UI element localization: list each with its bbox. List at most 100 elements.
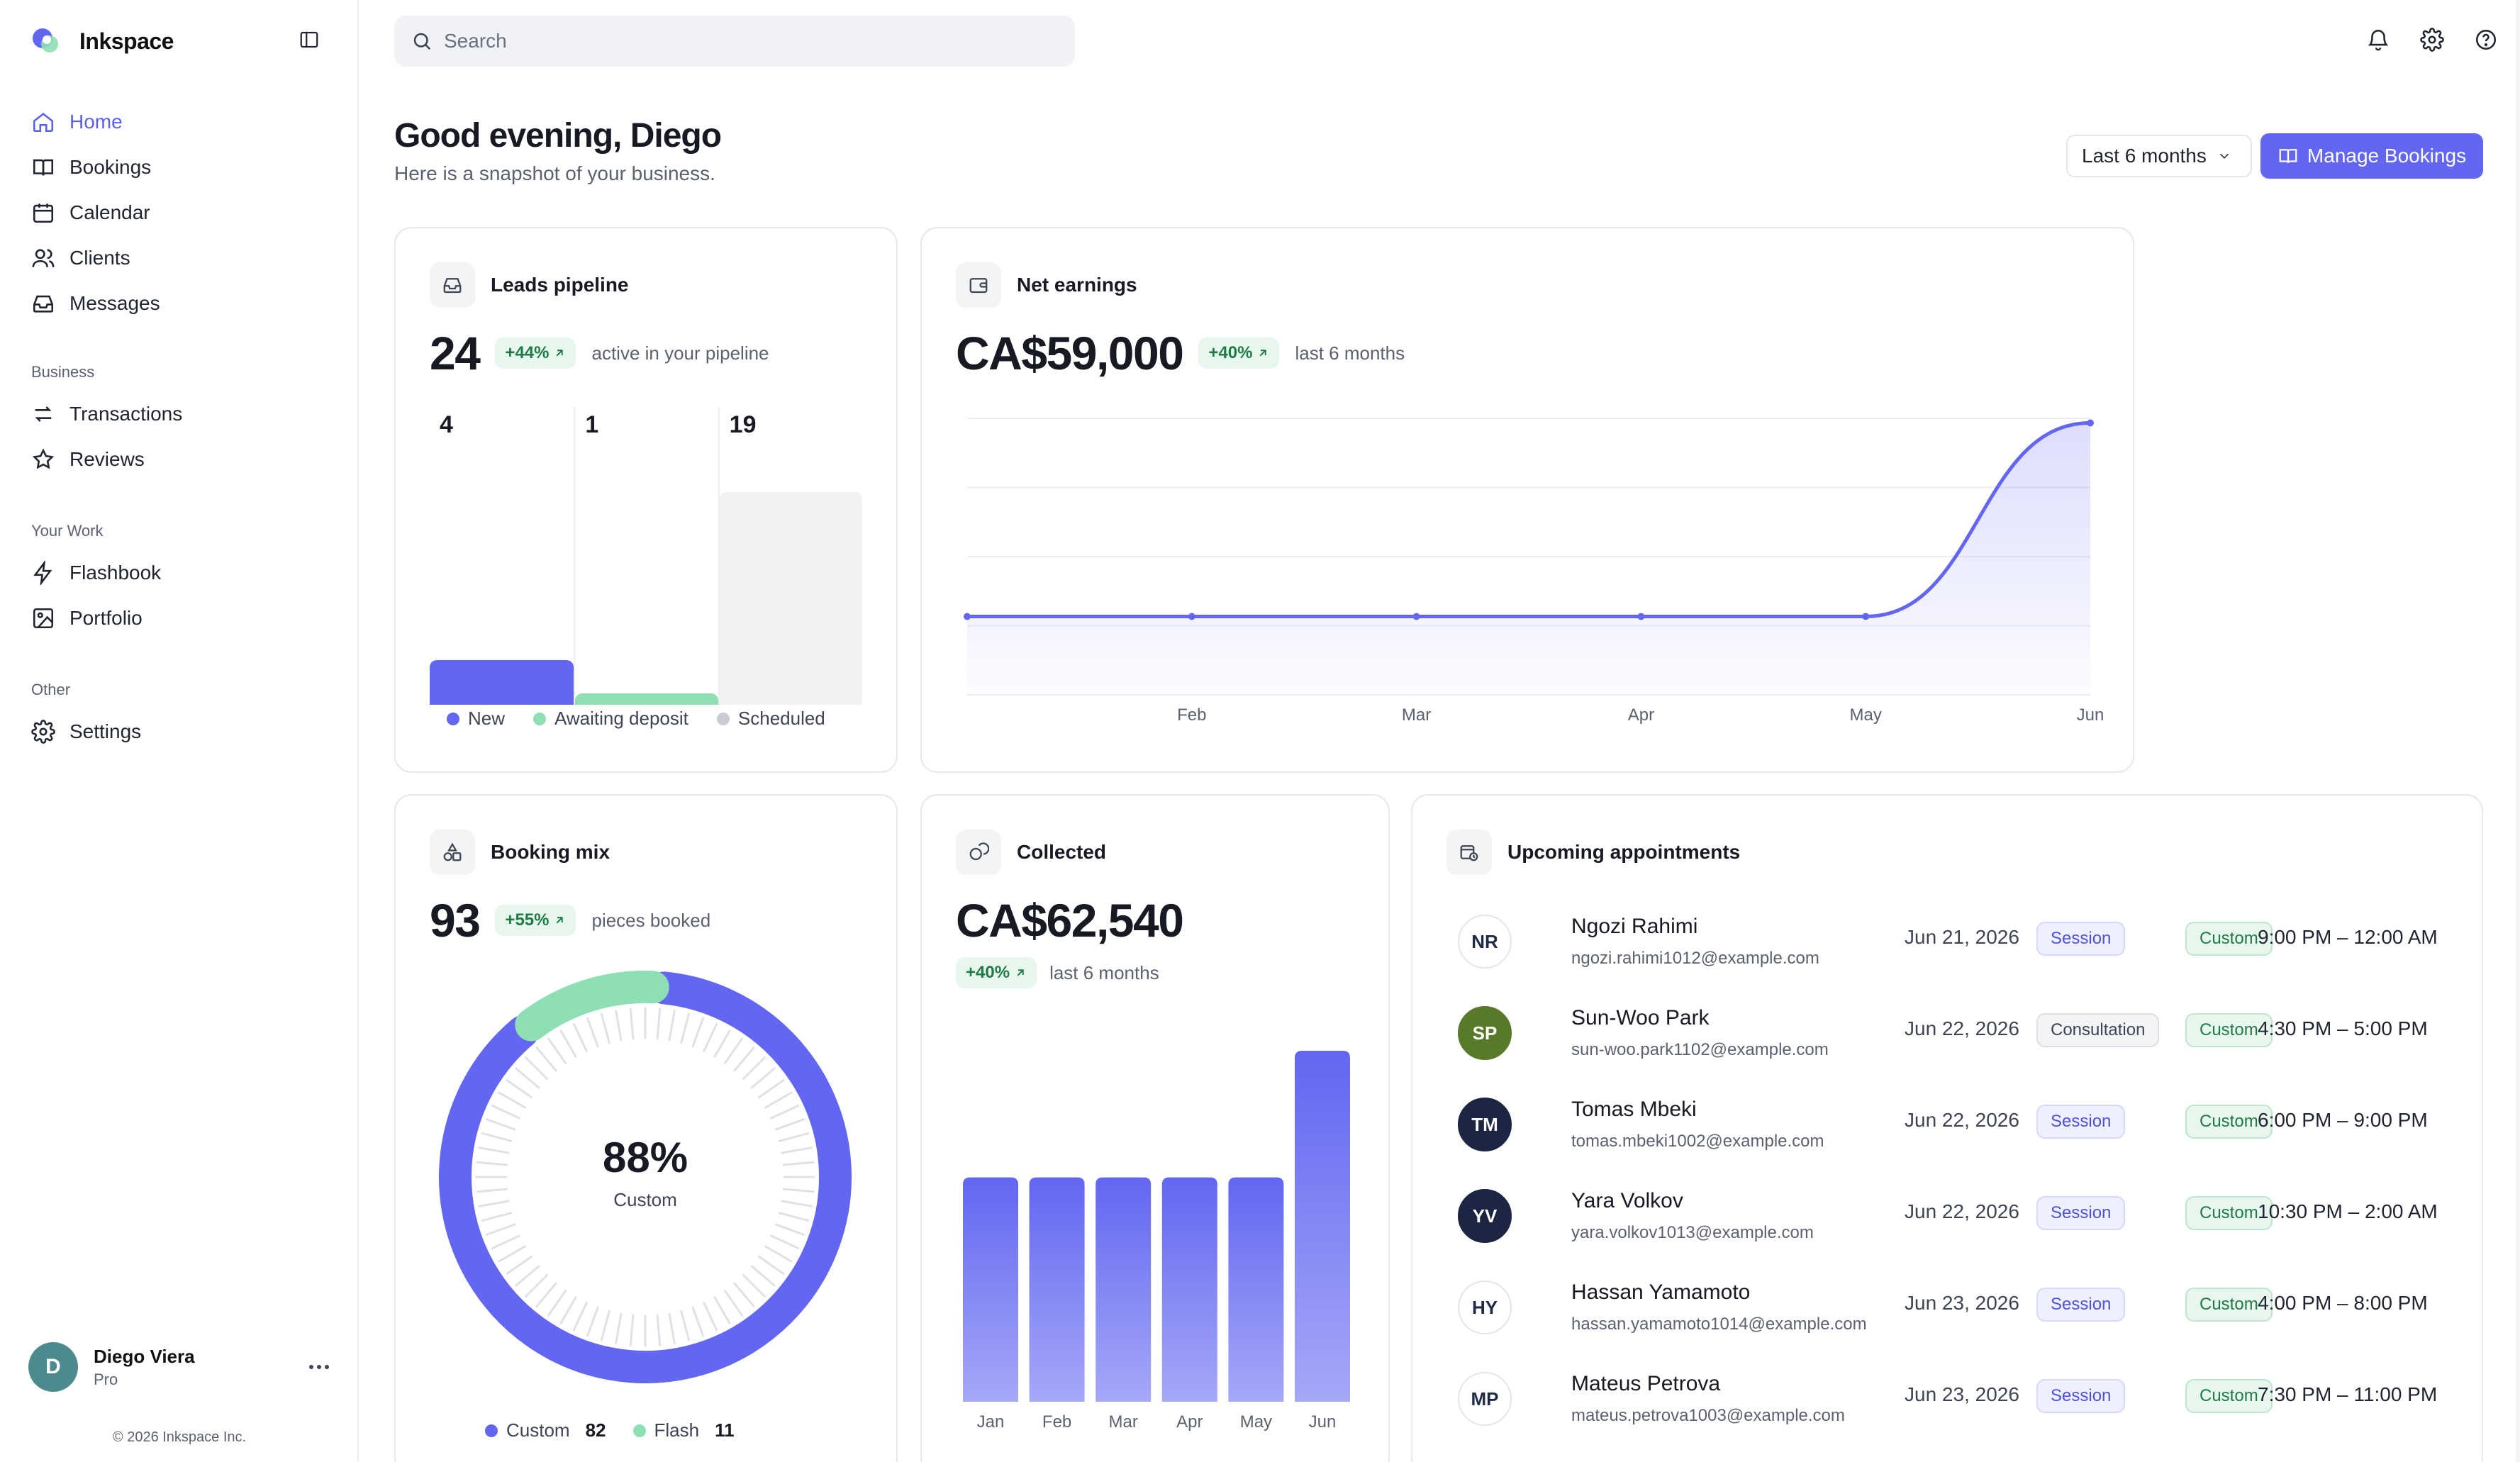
sidebar-item-settings[interactable]: Settings — [28, 712, 340, 752]
help-button[interactable] — [2472, 26, 2500, 54]
collected-bar — [1295, 1051, 1350, 1402]
donut-tick — [572, 1022, 588, 1052]
sidebar-item-label: Home — [69, 111, 123, 133]
sidebar-item-portfolio[interactable]: Portfolio — [28, 598, 340, 638]
bell-icon — [2368, 30, 2389, 51]
x-tick-label: Jun — [2077, 705, 2104, 725]
earnings-point — [1412, 613, 1420, 620]
lead-stage-column: 19 — [718, 407, 862, 705]
earnings-caption: last 6 months — [1295, 342, 1405, 364]
search-input[interactable] — [444, 30, 1025, 52]
x-tick-label: May — [1850, 705, 1882, 725]
settings-button[interactable] — [2418, 26, 2446, 54]
sidebar-item-transactions[interactable]: Transactions — [28, 394, 340, 434]
donut-tick — [478, 1200, 510, 1207]
donut-tick — [506, 1078, 533, 1099]
donut-tick — [778, 1132, 810, 1142]
sidebar-collapse-button[interactable] — [296, 27, 322, 52]
appointment-row[interactable]: NR Ngozi Rahimi ngozi.rahimi1012@example.c… — [1446, 899, 2453, 990]
donut-tick — [481, 1132, 513, 1142]
sidebar-item-reviews[interactable]: Reviews — [28, 440, 340, 479]
card-title: Net earnings — [1017, 274, 1137, 296]
sidebar-item-messages[interactable]: Messages — [28, 284, 340, 323]
earnings-delta: +40% — [1208, 343, 1253, 362]
collected-bar — [963, 1177, 1018, 1402]
top-actions — [2364, 26, 2500, 54]
appointment-date: Jun 23, 2026 — [1905, 1383, 2019, 1405]
shapes-icon — [430, 830, 475, 875]
lead-stage-value: 1 — [585, 411, 599, 438]
arrow-up-right-icon — [557, 350, 564, 357]
profile-name: Diego Viera — [94, 1345, 195, 1367]
client-name: Tomas Mbeki — [1571, 1098, 1697, 1121]
donut-tick — [629, 1008, 635, 1040]
arrow-up-right-icon — [1260, 350, 1267, 357]
lead-stage-bar — [430, 660, 574, 705]
profile-more-button[interactable] — [305, 1353, 333, 1381]
donut-tick — [615, 1312, 623, 1344]
search-bar[interactable] — [394, 16, 1075, 67]
sidebar-item-flashbook[interactable]: Flashbook — [28, 553, 340, 593]
appointment-row[interactable]: YV Yara Volkov yara.volkov1013@example.com… — [1446, 1173, 2453, 1264]
scrollbar[interactable] — [2516, 0, 2520, 1462]
appointment-time: 9:00 PM – 12:00 AM — [2258, 926, 2438, 948]
donut-tick — [600, 1310, 611, 1341]
arrow-up-right-icon — [1017, 969, 1024, 976]
x-tick-label: Apr — [1628, 705, 1654, 725]
appointment-style-badge: Custom — [2185, 922, 2273, 956]
donut-tick — [629, 1314, 635, 1346]
donut-tick — [758, 1078, 785, 1099]
gear-icon — [31, 720, 55, 744]
inkspace-logo-icon — [28, 24, 62, 58]
appointment-row[interactable]: SP Sun-Woo Park sun-woo.park1102@example.c… — [1446, 991, 2453, 1081]
sidebar-item-home[interactable]: Home — [28, 102, 340, 142]
earnings-chart: Feb Mar Apr May Jun — [964, 418, 2104, 725]
booking-mix-donut — [439, 971, 852, 1383]
appointment-row[interactable]: TM Tomas Mbeki tomas.mbeki1002@example.com… — [1446, 1082, 2453, 1173]
notifications-button[interactable] — [2364, 26, 2392, 54]
collected-delta-badge: +40% — [956, 957, 1037, 988]
appointment-date: Jun 22, 2026 — [1905, 1017, 2019, 1039]
card-title: Collected — [1017, 841, 1107, 863]
book-icon — [2279, 149, 2297, 164]
date-range-select[interactable]: Last 6 months — [2066, 135, 2252, 177]
card-title: Leads pipeline — [491, 274, 629, 296]
appointment-type-badge: Session — [2036, 1196, 2126, 1230]
appointment-row[interactable]: HY Hassan Yamamoto hassan.yamamoto1014@exa… — [1446, 1265, 2453, 1356]
donut-tick — [750, 1067, 776, 1089]
collected-total: CA$62,540 — [956, 894, 1184, 947]
appointment-style-badge: Custom — [2185, 1105, 2273, 1139]
collected-caption: last 6 months — [1049, 961, 1159, 983]
appointment-date: Jun 23, 2026 — [1905, 1292, 2019, 1314]
sidebar-item-clients[interactable]: Clients — [28, 238, 340, 278]
donut-tick — [703, 1302, 718, 1332]
appointment-row[interactable]: MP Mateus Petrova mateus.petrova1003@examp… — [1446, 1356, 2453, 1447]
donut-tick — [774, 1118, 805, 1131]
sidebar-item-bookings[interactable]: Bookings — [28, 147, 340, 187]
donut-tick — [750, 1265, 776, 1287]
sidebar-item-label: Calendar — [69, 201, 150, 223]
donut-tick — [770, 1234, 800, 1250]
donut-tick — [485, 1223, 516, 1236]
donut-tick — [733, 1047, 755, 1072]
client-name: Ngozi Rahimi — [1571, 915, 1698, 938]
lead-stage-bar — [719, 492, 862, 705]
greeting: Good evening, Diego Here is a snapshot o… — [394, 116, 722, 185]
manage-bookings-label: Manage Bookings — [2307, 145, 2467, 167]
collected-bar — [1029, 1177, 1085, 1402]
avatar: SP — [1458, 1006, 1512, 1060]
appointment-date: Jun 22, 2026 — [1905, 1109, 2019, 1131]
user-profile[interactable]: D Diego Viera Pro — [28, 1340, 333, 1394]
appointment-time: 4:00 PM – 8:00 PM — [2258, 1292, 2428, 1314]
help-icon — [2475, 29, 2497, 50]
brand[interactable]: Inkspace — [28, 24, 174, 58]
manage-bookings-button[interactable]: Manage Bookings — [2260, 133, 2483, 179]
donut-tick — [742, 1274, 766, 1298]
avatar: HY — [1458, 1280, 1512, 1334]
lead-stage-column: 4 — [430, 407, 574, 705]
donut-tick — [525, 1274, 548, 1298]
appointment-style-badge: Custom — [2185, 1379, 2273, 1413]
x-tick-label: Jun — [1309, 1412, 1337, 1432]
mix-delta: +55% — [505, 910, 550, 930]
sidebar-item-calendar[interactable]: Calendar — [28, 193, 340, 233]
